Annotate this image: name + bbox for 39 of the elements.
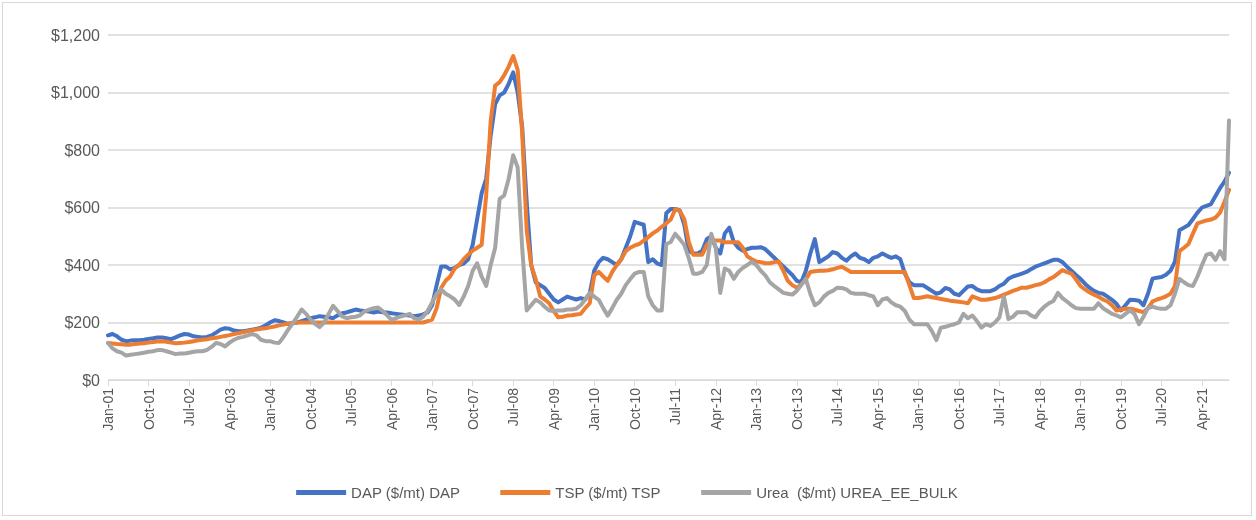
x-tick-label: Jul-05 <box>343 387 360 427</box>
x-tick-label: Apr-12 <box>707 387 724 431</box>
x-tick-label: Jan-07 <box>424 387 441 431</box>
x-tick-label: Oct-19 <box>1112 387 1129 431</box>
x-tick-label: Jan-19 <box>1072 387 1089 431</box>
x-tick-label: Apr-06 <box>383 387 400 431</box>
x-tick-label: Oct-01 <box>140 387 157 431</box>
y-tick-label: $0 <box>82 371 101 389</box>
x-tick-label: Jul-14 <box>829 387 846 427</box>
x-tick-label: Jul-17 <box>991 387 1008 427</box>
x-tick-label: Jan-10 <box>586 387 603 431</box>
x-tick-label: Apr-03 <box>221 387 238 431</box>
y-tick-label: $200 <box>64 314 101 331</box>
y-tick-label: $400 <box>64 256 101 274</box>
x-tick-label: Apr-09 <box>545 387 562 431</box>
x-tick-label: Oct-13 <box>788 387 805 431</box>
x-tick-label: Apr-21 <box>1193 387 1210 431</box>
x-tick-label: Oct-07 <box>464 387 481 431</box>
x-tick-label: Jul-20 <box>1153 387 1170 427</box>
y-tick-label: $1,000 <box>51 84 101 101</box>
legend-label: DAP ($/mt) DAP <box>351 484 461 501</box>
x-tick-label: Jul-02 <box>181 387 198 427</box>
x-tick-label: Oct-10 <box>626 387 643 431</box>
y-tick-label: $1,200 <box>51 26 101 44</box>
legend-label: Urea ($/mt) UREA_EE_BULK <box>756 484 958 501</box>
x-tick-label: Apr-18 <box>1031 387 1048 431</box>
x-tick-label: Jul-08 <box>505 387 522 427</box>
x-tick-label: Jan-16 <box>910 387 927 431</box>
x-tick-label: Jan-04 <box>262 387 279 431</box>
x-tick-label: Jul-11 <box>667 387 684 426</box>
x-tick-label: Oct-16 <box>950 387 967 431</box>
y-tick-label: $800 <box>64 141 101 159</box>
y-tick-label: $600 <box>64 199 101 216</box>
line-series <box>106 118 1231 358</box>
legend-label: TSP ($/mt) TSP <box>555 484 661 501</box>
x-tick-label: Oct-04 <box>302 387 319 431</box>
x-tick-label: Jan-01 <box>100 387 116 431</box>
x-tick-label: Jan-13 <box>748 387 765 431</box>
x-tick-label: Apr-15 <box>869 387 886 431</box>
